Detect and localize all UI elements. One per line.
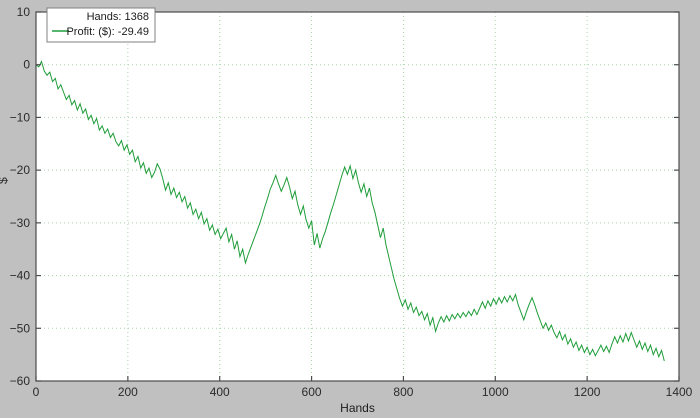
x-tick-label: 200 [118, 385, 138, 399]
y-tick-label: −50 [10, 321, 31, 335]
legend-label-1: Profit: ($): -29.49 [66, 26, 149, 38]
plot-background [36, 12, 679, 381]
data-cursor-legend[interactable]: Hands: 1368 Profit: ($): -29.49 [46, 7, 156, 43]
y-tick-label: −40 [10, 269, 31, 283]
x-tick-label: 0 [33, 385, 40, 399]
y-tick-label: −60 [10, 374, 31, 388]
x-tick-label: 800 [393, 385, 413, 399]
legend-label-0: Hands: 1368 [87, 11, 149, 23]
legend-box[interactable] [46, 7, 156, 43]
axis-frame [35, 11, 680, 382]
axis-ticks: 0 200 400 600 800 1000 1200 1400 10 0 −10 −20 −30 −40… [10, 5, 693, 399]
x-tick-label: 1200 [574, 385, 601, 399]
x-tick-label: 1400 [666, 385, 693, 399]
x-tick-label: 600 [302, 385, 322, 399]
y-tick-label: −20 [10, 163, 31, 177]
y-tick-label: −10 [10, 110, 31, 124]
y-tick-label: 0 [23, 58, 30, 72]
y-tick-label: −30 [10, 216, 31, 230]
series-line-0 [35, 60, 665, 362]
x-tick-label: 400 [210, 385, 230, 399]
x-axis-label: Hands [340, 401, 375, 415]
y-tick-label: 10 [17, 5, 31, 19]
x-tick-label: 1000 [482, 385, 509, 399]
